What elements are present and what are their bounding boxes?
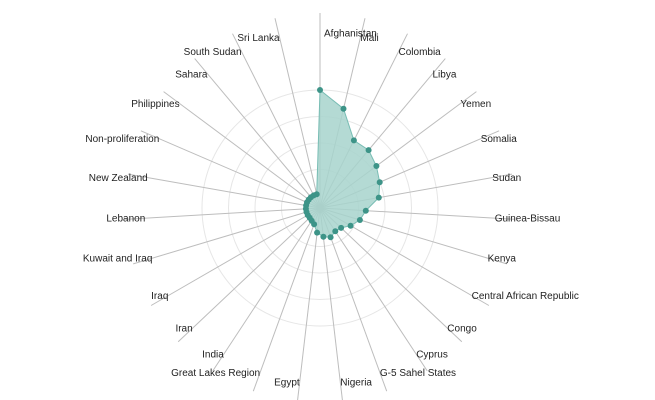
data-point-6	[375, 194, 382, 201]
label-21: New Zealand	[89, 173, 148, 184]
label-26: Sri Lanka	[237, 33, 280, 44]
label-23: Philippines	[131, 99, 179, 110]
spoke-16	[212, 207, 321, 372]
label-11: Cyprus	[416, 350, 448, 361]
data-point-5	[376, 179, 383, 186]
label-13: Nigeria	[340, 377, 372, 388]
label-2: Colombia	[399, 47, 442, 58]
data-point-13	[320, 233, 327, 240]
spoke-13	[319, 207, 343, 400]
label-10: Congo	[447, 324, 477, 335]
data-point-1	[340, 105, 347, 112]
data-point-9	[347, 222, 354, 229]
data-point-8	[356, 217, 363, 223]
spoke-19	[133, 207, 321, 265]
label-19: Kuwait and Iraq	[83, 254, 153, 265]
data-point-3	[365, 147, 372, 154]
spoke-10	[319, 207, 463, 343]
label-7: Guinea-Bissau	[495, 214, 561, 225]
label-1: Mali	[360, 33, 378, 44]
spoke-11	[319, 207, 428, 372]
label-5: Somalia	[481, 134, 518, 145]
spoke-14	[297, 207, 321, 400]
label-12: G-5 Sahel States	[380, 368, 456, 379]
data-point-0	[317, 87, 323, 93]
label-6: Sudan	[492, 173, 521, 184]
label-3: Libya	[433, 69, 457, 80]
label-22: Non-proliferation	[85, 134, 159, 145]
spoke-20	[125, 207, 321, 220]
data-point-2	[350, 137, 357, 144]
label-20: Lebanon	[106, 214, 145, 225]
data-point-10	[338, 224, 345, 231]
spoke-21	[127, 173, 321, 209]
label-17: Iran	[175, 324, 192, 335]
spoke-24	[194, 58, 321, 209]
label-8: Kenya	[488, 254, 517, 265]
spoke-26	[274, 18, 321, 209]
spoke-17	[177, 207, 321, 343]
label-4: Yemen	[460, 99, 491, 110]
spoke-18	[150, 207, 321, 306]
spoke-15	[252, 207, 321, 392]
label-15: Great Lakes Region	[171, 368, 260, 379]
data-point-12	[327, 234, 334, 241]
data-point-7	[362, 207, 369, 214]
data-point-14	[314, 229, 321, 236]
label-18: Iraq	[151, 291, 168, 302]
data-point-4	[373, 163, 380, 169]
spoke-25	[232, 33, 321, 209]
spoke-23	[163, 91, 321, 209]
label-9: Central African Republic	[472, 291, 579, 302]
label-24: Sahara	[175, 69, 208, 80]
label-25: South Sudan	[184, 47, 242, 58]
label-14: Egypt	[274, 377, 300, 388]
spoke-22	[140, 130, 321, 209]
data-point-11	[332, 228, 339, 235]
data-point-26	[313, 191, 320, 198]
label-0: Afghanistan	[324, 29, 377, 40]
label-16: India	[202, 350, 224, 361]
